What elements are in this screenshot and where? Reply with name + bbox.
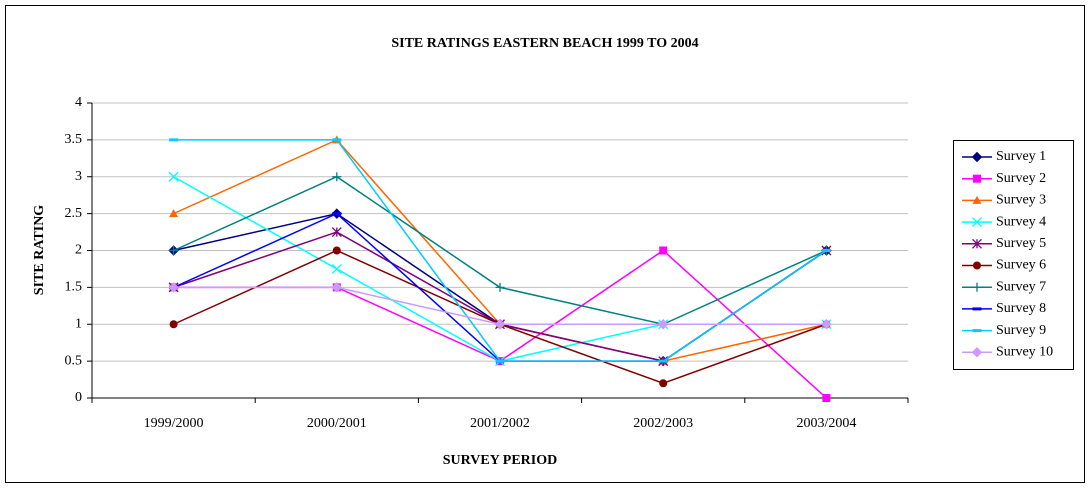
- legend-label: Survey 4: [996, 214, 1046, 229]
- y-tick-label: 4: [75, 95, 82, 110]
- marker: [972, 195, 982, 204]
- y-tick-label: 3: [75, 169, 82, 184]
- marker: [169, 320, 178, 329]
- marker: [657, 319, 669, 330]
- x-tick-label: 1999/2000: [144, 416, 204, 431]
- y-tick-label: 2.5: [65, 206, 83, 221]
- marker: [822, 394, 831, 402]
- marker: [972, 217, 982, 228]
- chart-border: [5, 5, 1085, 483]
- legend-label: Survey 1: [996, 149, 1046, 164]
- marker: [972, 282, 982, 292]
- marker: [973, 261, 981, 270]
- x-tick-label: 2001/2002: [470, 416, 530, 431]
- legend-label: Survey 9: [996, 323, 1046, 338]
- legend-label: Survey 6: [996, 258, 1046, 273]
- marker: [168, 171, 179, 182]
- marker: [821, 319, 832, 330]
- legend-label: Survey 3: [996, 193, 1046, 208]
- x-tick-label: 2002/2003: [633, 416, 693, 431]
- marker: [331, 227, 342, 238]
- marker: [659, 379, 668, 388]
- marker: [971, 347, 983, 358]
- y-tick-label: 3.5: [65, 132, 83, 147]
- marker: [169, 209, 179, 218]
- marker: [331, 263, 342, 274]
- y-tick-label: 0: [75, 390, 82, 405]
- y-tick-label: 0.5: [65, 353, 83, 368]
- marker: [331, 282, 343, 293]
- y-tick-label: 2: [75, 243, 82, 258]
- x-axis-title: SURVEY PERIOD: [443, 453, 558, 468]
- y-tick-label: 1: [75, 316, 82, 331]
- legend-label: Survey 8: [996, 301, 1046, 316]
- legend-label: Survey 10: [996, 345, 1053, 360]
- legend-label: Survey 2: [996, 171, 1046, 186]
- x-tick-label: 2000/2001: [307, 416, 367, 431]
- marker: [971, 151, 983, 163]
- marker: [659, 246, 668, 255]
- marker: [332, 246, 341, 255]
- marker: [169, 246, 179, 255]
- marker: [972, 238, 982, 249]
- marker: [494, 319, 506, 330]
- legend-label: Survey 5: [996, 236, 1046, 251]
- chart-title: SITE RATINGS EASTERN BEACH 1999 TO 2004: [391, 36, 698, 51]
- marker: [973, 174, 981, 183]
- marker: [495, 282, 505, 292]
- marker: [168, 282, 179, 293]
- legend-label: Survey 7: [996, 279, 1046, 294]
- y-axis-title: SITE RATING: [32, 205, 47, 295]
- x-tick-label: 2003/2004: [796, 416, 856, 431]
- marker: [332, 172, 342, 182]
- y-tick-label: 1.5: [65, 280, 83, 295]
